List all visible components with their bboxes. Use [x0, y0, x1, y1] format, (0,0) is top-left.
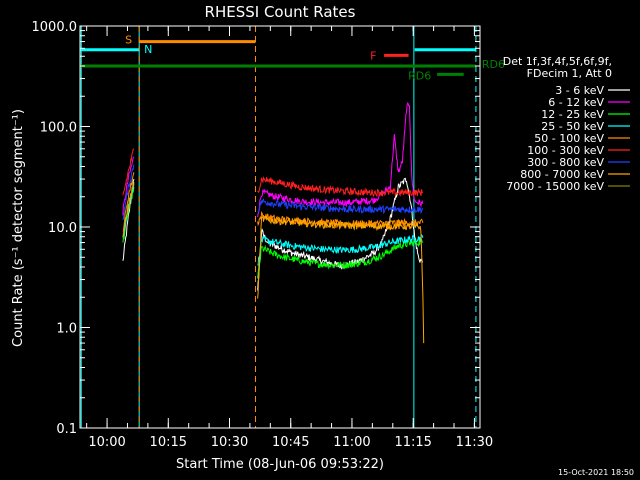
legend-label-800-7000keV: 800 - 7000 keV [520, 168, 604, 181]
series-line-300-800keV-seg0 [122, 164, 135, 221]
series-line-6-12keV-seg0 [122, 156, 135, 216]
y-axis: 0.1 1.0 10.0 100.0 1000.0 [32, 20, 480, 437]
legend-header-line: Det 1f,3f,4f,5f,6f,9f, [503, 55, 612, 68]
x-tick-label: 10:45 [272, 435, 309, 450]
legend-label-100-300keV: 100 - 300 keV [527, 144, 604, 157]
y-tick-label: 100.0 [40, 121, 77, 136]
x-axis: 10:00 10:15 10:30 10:45 11:00 11:15 11:30 [86, 26, 493, 450]
x-tick-label: 11:30 [456, 435, 493, 450]
x-tick-label: 10:00 [88, 435, 125, 450]
attenuator-bars: NS F RD6 RD6 [80, 34, 505, 82]
series-line-800-7000keV-seg0 [122, 182, 135, 238]
series-line-100-300keV-seg1 [257, 176, 423, 198]
series-line-800-7000keV-seg1 [257, 215, 425, 344]
legend-header-line: FDecim 1, Att 0 [527, 67, 612, 80]
legend-label-50-100keV: 50 - 100 keV [534, 132, 604, 145]
series-line-12-25keV-seg1 [257, 237, 424, 279]
y-tick-label: 10.0 [48, 221, 77, 236]
x-tick-label: 11:00 [333, 435, 370, 450]
legend: Det 1f,3f,4f,5f,6f,9f,FDecim 1, Att 0 3 -… [503, 55, 630, 193]
chart-title: RHESSI Count Rates [205, 3, 356, 21]
x-tick-label: 10:15 [150, 435, 187, 450]
legend-label-7000-15000keV: 7000 - 15000 keV [506, 180, 604, 193]
series-line-50-100keV-seg0 [122, 172, 135, 233]
series-line-12-25keV-seg0 [122, 186, 135, 243]
x-axis-label: Start Time (08-Jun-06 09:53:22) [176, 457, 384, 472]
vertical-markers [80, 26, 477, 428]
legend-label-6-12keV: 6 - 12 keV [548, 96, 604, 109]
y-tick-label: 0.1 [56, 422, 77, 437]
series-line-6-12keV-seg1 [257, 102, 424, 218]
series-line-300-800keV-seg1 [257, 198, 424, 215]
attenuator-label-2: S [125, 34, 132, 47]
series-line-100-300keV-seg0 [122, 148, 135, 196]
x-tick-label: 10:30 [211, 435, 248, 450]
legend-label-3-6keV: 3 - 6 keV [555, 84, 604, 97]
series-group [122, 102, 425, 344]
attenuator-label-5: RD6 [408, 69, 431, 82]
attenuator-label-3: F [370, 49, 376, 62]
x-tick-label: 11:15 [394, 435, 431, 450]
footer-date: 15-Oct-2021 18:50 [558, 468, 634, 477]
attenuator-label-4: RD6 [482, 58, 505, 71]
attenuator-label-0: N [144, 43, 152, 56]
y-axis-label: Count Rate (s⁻¹ detector segment⁻¹) [11, 109, 26, 347]
legend-label-12-25keV: 12 - 25 keV [541, 108, 604, 121]
y-tick-label: 1000.0 [32, 20, 78, 35]
legend-label-300-800keV: 300 - 800 keV [527, 156, 604, 169]
series-line-25-50keV-seg1 [257, 233, 424, 267]
y-tick-label: 1.0 [56, 322, 77, 337]
legend-label-25-50keV: 25 - 50 keV [541, 120, 604, 133]
